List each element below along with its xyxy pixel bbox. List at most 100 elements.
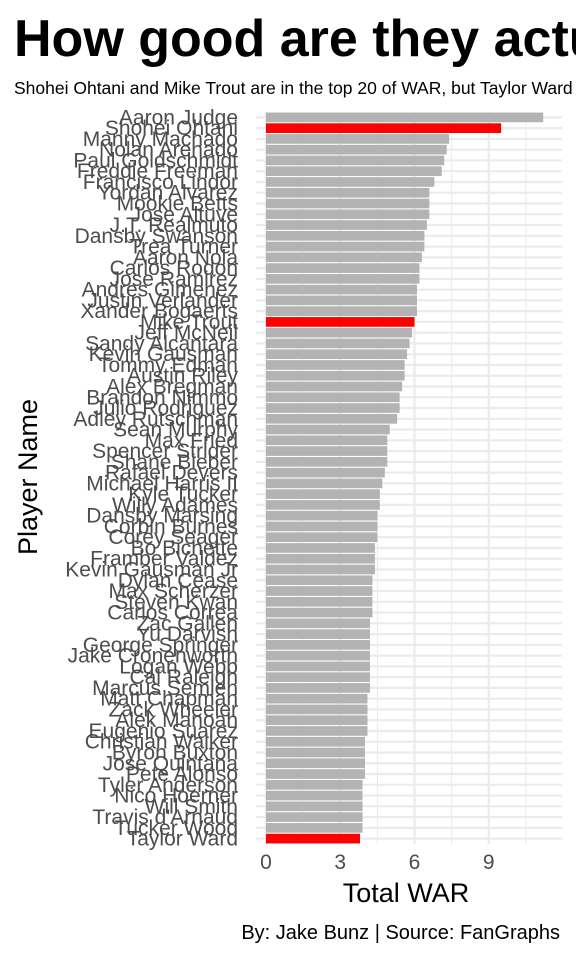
bar (266, 575, 373, 586)
y-tick-label: Yordan Alvarez (98, 182, 239, 205)
y-tick-label: Christian Walker (85, 731, 238, 754)
bar (266, 435, 388, 446)
bar (266, 327, 413, 338)
bar (266, 392, 400, 403)
y-tick-label: Manny Machado (83, 128, 238, 151)
x-axis-title: Total WAR (343, 878, 470, 908)
y-tick-label: Cal Raleigh (129, 666, 238, 689)
bar (266, 747, 365, 758)
bar (266, 112, 544, 123)
bar (266, 144, 447, 155)
bar (266, 672, 370, 682)
y-tick-label: Spencer Strider (92, 440, 238, 463)
bar (266, 812, 363, 822)
bar (266, 306, 417, 316)
y-tick-label: Sean Murphy (113, 419, 238, 442)
y-tick-label: Jake Cronenworth (68, 645, 238, 668)
bar (266, 640, 370, 650)
y-tick-label: Kevin Gausman (89, 343, 238, 366)
bar (266, 500, 380, 510)
chart-title: How good are they actually? (14, 10, 576, 68)
y-tick-label: Dansby Swanson (75, 225, 238, 248)
bar (266, 693, 368, 704)
y-tick-label: Mike Trout (140, 311, 238, 334)
y-tick-label: Andres Gimenez (82, 279, 238, 302)
bar (266, 230, 425, 241)
bar (266, 715, 368, 726)
bar (266, 736, 365, 747)
y-tick-label: Kyle Tucker (128, 483, 238, 506)
y-tick-label: Austin Riley (127, 365, 238, 388)
bar (266, 134, 450, 144)
bar (266, 489, 380, 499)
bar (266, 284, 417, 295)
bar (266, 187, 430, 198)
y-tick-label: Nico Hoerner (114, 785, 238, 808)
bar (266, 252, 422, 263)
x-tick-label: 9 (483, 851, 495, 874)
bar (266, 683, 370, 693)
bar (266, 155, 445, 166)
bar (266, 457, 388, 467)
bar (266, 166, 442, 177)
y-tick-label: Shohei Ohtani (105, 117, 238, 140)
bar (266, 220, 427, 230)
bar (266, 704, 368, 715)
y-tick-label: J.T. Realmuto (110, 214, 238, 237)
bar (266, 532, 378, 543)
y-tick-label: Will Smith (145, 795, 238, 818)
y-tick-label: Travis d'Arnaud (92, 806, 238, 829)
bar (266, 521, 378, 532)
bar (266, 209, 430, 220)
bar (266, 424, 390, 435)
y-tick-label: Marcus Semien (92, 677, 238, 700)
y-tick-label: Zack Wheeler (108, 698, 238, 721)
bar (266, 295, 417, 306)
bar (266, 274, 420, 284)
bar (266, 564, 375, 575)
y-tick-label: Yu Darvish (136, 623, 238, 646)
y-tick-label: Max Scherzer (108, 580, 238, 603)
bars (266, 112, 544, 844)
x-tick-labels: 0 3 6 9 (260, 851, 494, 874)
bar (266, 790, 363, 801)
y-tick-label: Jeff McNeil (135, 322, 238, 345)
y-tick-label: Justin Verlander (87, 289, 238, 312)
bar (266, 650, 370, 661)
bar (266, 381, 403, 392)
y-tick-label: Jose Altuve (131, 203, 238, 226)
y-tick-label: Jose Ramirez (110, 268, 238, 291)
y-tick-label: Matt Chapman (100, 688, 238, 711)
bar (266, 263, 420, 273)
y-tick-label: Sandy Alcantara (85, 332, 238, 355)
bar (266, 833, 361, 844)
bar (266, 349, 408, 360)
y-tick-label: Pete Alonso (126, 763, 238, 786)
bar (266, 177, 435, 187)
chart-caption: By: Jake Bunz | Source: FanGraphs (241, 922, 560, 944)
bar (266, 413, 398, 424)
bar (266, 467, 385, 478)
bar (266, 596, 373, 607)
y-tick-label: Alek Manoah (115, 709, 238, 732)
y-tick-label: Mookie Betts (117, 193, 238, 216)
y-tick-label: Eugenio Suarez (89, 720, 238, 743)
y-tick-label: Nolan Arenado (99, 139, 238, 162)
bar (266, 446, 388, 456)
y-tick-label: Xander Bogaerts (80, 300, 238, 323)
y-tick-label: Francisco Lindor (83, 171, 238, 194)
y-tick-label: Kevin Gausman Jr (65, 559, 238, 582)
y-tick-label: Dansby Marsing (86, 505, 238, 528)
x-tick-label: 6 (409, 851, 421, 874)
y-tick-label: Michael Harris II (86, 472, 238, 495)
bar (266, 553, 375, 564)
bar (266, 241, 425, 252)
y-tick-label: Steven Kwan (114, 591, 238, 614)
y-tick-label: Trea Turner (129, 236, 238, 259)
bar (266, 779, 363, 790)
bar (266, 370, 405, 381)
y-tick-label: Framber Valdez (90, 548, 238, 571)
y-tick-label: Bo Bichette (131, 537, 238, 560)
y-tick-label: Aaron Judge (119, 106, 238, 129)
